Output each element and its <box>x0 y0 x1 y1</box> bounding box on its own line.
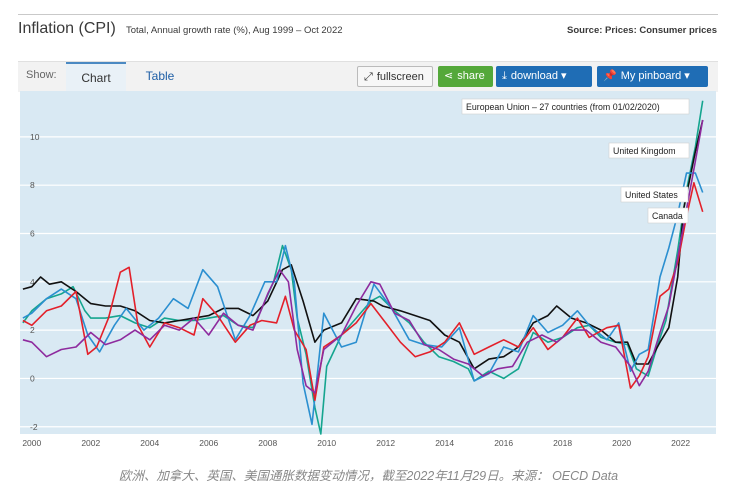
source-link[interactable]: Source: Prices: Consumer prices <box>567 25 717 36</box>
series-line <box>22 119 704 370</box>
download-button[interactable]: ⤓ download ▾ <box>496 66 592 87</box>
series-label: United States <box>625 190 678 200</box>
view-toolbar: Show: Chart Table ⤢ fullscreen ⋖ share ⤓ do… <box>18 61 718 92</box>
x-tick-label: 2018 <box>553 438 572 448</box>
y-tick-label: 6 <box>30 229 35 239</box>
x-tick-label: 2000 <box>22 438 41 448</box>
series-label-box <box>620 186 689 203</box>
share-button[interactable]: ⋖ share <box>438 66 493 87</box>
expand-icon: ⤢ <box>364 71 373 83</box>
y-tick-label: 2 <box>30 325 35 335</box>
x-tick-label: 2004 <box>140 438 159 448</box>
series-label-box <box>461 98 690 115</box>
series-line <box>22 182 704 401</box>
x-axis-ticks: 2000 2002 2004 2006 2008 2010 2012 2014 2016 2018… <box>22 438 690 448</box>
top-divider <box>18 14 718 15</box>
pinboard-label: My pinboard ▾ <box>620 70 690 82</box>
series-label: United Kingdom <box>613 146 676 156</box>
x-tick-label: 2002 <box>81 438 100 448</box>
series-label-box <box>608 142 690 159</box>
show-label: Show: <box>26 69 57 81</box>
series-lines <box>22 100 704 435</box>
series-line <box>22 119 704 394</box>
x-tick-label: 2014 <box>435 438 454 448</box>
y-tick-label: 10 <box>30 132 40 142</box>
x-tick-label: 2020 <box>612 438 631 448</box>
x-tick-label: 2006 <box>199 438 218 448</box>
y-tick-label: 0 <box>30 373 35 383</box>
x-tick-label: 2012 <box>376 438 395 448</box>
y-tick-label: 4 <box>30 277 35 287</box>
figure-caption: 欧洲、加拿大、英国、美国通胀数据变动情况，截至2022年11月29日。来源： O… <box>118 469 619 483</box>
gridlines <box>20 136 716 428</box>
tab-table[interactable]: Table <box>145 69 175 83</box>
y-tick-label: -2 <box>30 422 38 432</box>
chart-title: Inflation (CPI) <box>18 20 116 37</box>
series-label-box <box>647 207 689 224</box>
x-tick-label: 2022 <box>671 438 690 448</box>
x-tick-label: 2008 <box>258 438 277 448</box>
tab-chart[interactable]: Chart <box>66 62 126 92</box>
pinboard-button[interactable]: 📌 My pinboard ▾ <box>597 66 708 87</box>
share-label: share <box>457 70 485 82</box>
pin-icon: 📌 <box>603 70 617 82</box>
x-tick-label: 2016 <box>494 438 513 448</box>
series-line <box>22 172 704 426</box>
y-tick-label: 8 <box>30 180 35 190</box>
fullscreen-label: fullscreen <box>376 71 424 83</box>
x-tick-label: 2010 <box>317 438 336 448</box>
y-axis-ticks: -2 0 2 4 6 8 10 <box>30 132 40 432</box>
download-icon: ⤓ <box>502 70 507 82</box>
series-label: European Union – 27 countries (from 01/0… <box>466 102 660 112</box>
plot-area <box>20 91 716 434</box>
chart-subtitle: Total, Annual growth rate (%), Aug 1999 … <box>126 25 343 36</box>
share-icon: ⋖ <box>444 70 454 82</box>
series-label: Canada <box>652 211 683 221</box>
fullscreen-button[interactable]: ⤢ fullscreen <box>357 66 433 87</box>
download-label: download ▾ <box>510 70 567 82</box>
series-labels: European Union – 27 countries (from 01/0… <box>461 98 690 224</box>
